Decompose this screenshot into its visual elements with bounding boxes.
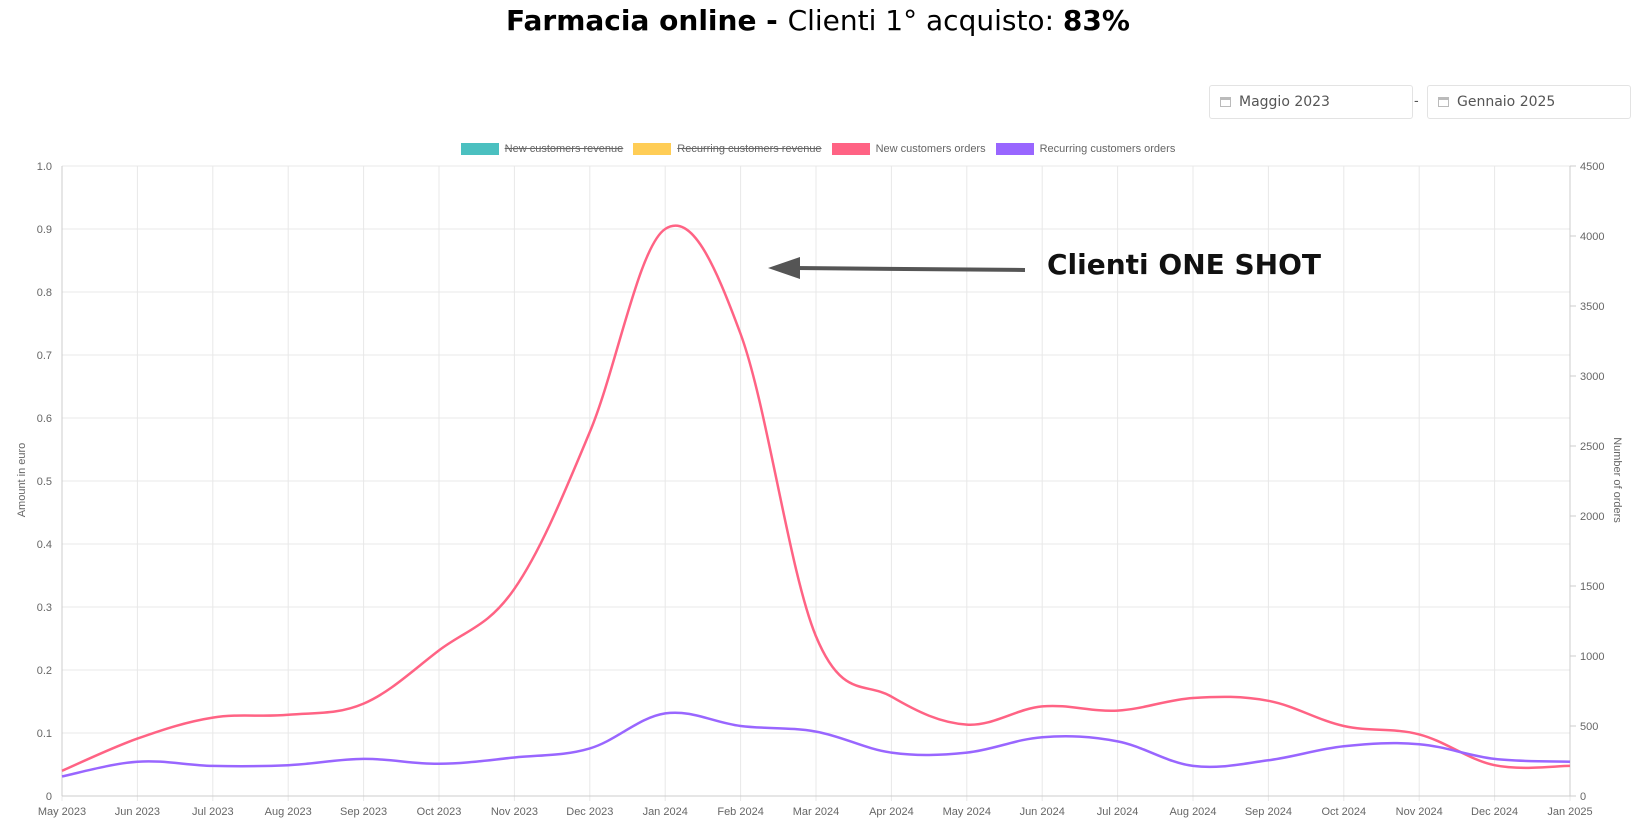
x-tick-label: Oct 2023	[417, 806, 462, 818]
left-axis-title: Amount in euro	[16, 443, 28, 518]
right-tick-label: 3000	[1580, 371, 1604, 383]
legend-item[interactable]: Recurring customers orders	[995, 143, 1176, 155]
left-tick-label: 0.6	[37, 413, 52, 425]
right-tick-label: 500	[1580, 721, 1598, 733]
annotation-arrow	[768, 257, 1026, 279]
x-tick-label: Jun 2023	[115, 806, 160, 818]
legend-item[interactable]: Recurring customers revenue	[633, 143, 822, 155]
left-tick-label: 0.7	[37, 350, 52, 362]
x-tick-label: Nov 2024	[1396, 806, 1443, 818]
annotation-label: Clienti ONE SHOT	[1047, 248, 1322, 281]
legend-item[interactable]: New customers revenue	[460, 143, 624, 155]
left-tick-label: 0.8	[37, 287, 52, 299]
left-tick-label: 0.5	[37, 476, 52, 488]
legend-swatch	[995, 143, 1034, 155]
chart-ticks: 0 0.1 0.2 0.3 0.4 0.5 0.6 0.7 0.8 0.9 1.0 0 500 1000 1…	[37, 161, 1605, 818]
date-separator: -	[1414, 92, 1419, 108]
chart-legend: New customers revenue Recurring customers…	[0, 143, 1636, 155]
legend-label: Recurring customers orders	[1039, 143, 1176, 155]
left-tick-label: 1.0	[37, 161, 52, 173]
left-tick-label: 0.3	[37, 602, 52, 614]
right-tick-label: 2000	[1580, 511, 1604, 523]
x-tick-label: Mar 2024	[793, 806, 839, 818]
x-tick-label: Dec 2024	[1471, 806, 1518, 818]
date-from-picker[interactable]: Maggio 2023	[1209, 85, 1413, 119]
page-title: Farmacia online - Clienti 1° acquisto: 8…	[0, 4, 1636, 37]
x-tick-label: Jul 2024	[1097, 806, 1139, 818]
title-value: 83%	[1062, 4, 1130, 37]
x-tick-label: Nov 2023	[491, 806, 538, 818]
chart-axes	[61, 165, 1576, 797]
x-tick-label: Aug 2024	[1169, 806, 1216, 818]
right-tick-label: 0	[1580, 791, 1586, 803]
date-to-value: Gennaio 2025	[1457, 94, 1556, 110]
right-tick-label: 3500	[1580, 301, 1604, 313]
date-to-picker[interactable]: Gennaio 2025	[1427, 85, 1631, 119]
right-axis-title: Number of orders	[1611, 437, 1623, 523]
legend-label: New customers revenue	[504, 143, 624, 155]
right-tick-label: 4000	[1580, 231, 1604, 243]
right-tick-label: 1500	[1580, 581, 1604, 593]
x-tick-label: Apr 2024	[869, 806, 914, 818]
x-tick-label: Jan 2025	[1547, 806, 1592, 818]
legend-label: Recurring customers revenue	[677, 143, 822, 155]
x-tick-label: Oct 2024	[1321, 806, 1366, 818]
right-tick-label: 4500	[1580, 161, 1604, 173]
x-tick-label: Jul 2023	[192, 806, 234, 818]
right-tick-label: 1000	[1580, 651, 1604, 663]
x-tick-label: May 2023	[38, 806, 86, 818]
x-tick-label: Sep 2023	[340, 806, 387, 818]
x-tick-label: Jan 2024	[643, 806, 688, 818]
x-tick-label: Dec 2023	[566, 806, 613, 818]
legend-label: New customers orders	[875, 143, 986, 155]
title-bold: Farmacia online -	[506, 4, 788, 37]
date-from-value: Maggio 2023	[1239, 94, 1330, 110]
chart-grid	[61, 165, 1571, 801]
x-tick-label: May 2024	[943, 806, 991, 818]
left-tick-label: 0.4	[37, 539, 52, 551]
right-tick-label: 2500	[1580, 441, 1604, 453]
title-normal: Clienti 1° acquisto:	[787, 4, 1063, 37]
left-tick-label: 0.2	[37, 665, 52, 677]
x-tick-label: Sep 2024	[1245, 806, 1292, 818]
chart-lines	[61, 224, 1571, 778]
legend-item[interactable]: New customers orders	[831, 143, 986, 155]
legend-swatch	[633, 143, 672, 155]
left-tick-label: 0.9	[37, 224, 52, 236]
series-line-new-customers-orders	[61, 224, 1571, 772]
left-tick-label: 0.1	[37, 728, 52, 740]
calendar-icon	[1220, 97, 1231, 107]
legend-swatch	[831, 143, 870, 155]
left-tick-label: 0	[46, 791, 52, 803]
x-tick-label: Feb 2024	[717, 806, 763, 818]
x-tick-label: Aug 2023	[265, 806, 312, 818]
x-tick-label: Jun 2024	[1020, 806, 1065, 818]
legend-swatch	[460, 143, 499, 155]
calendar-icon	[1438, 97, 1449, 107]
